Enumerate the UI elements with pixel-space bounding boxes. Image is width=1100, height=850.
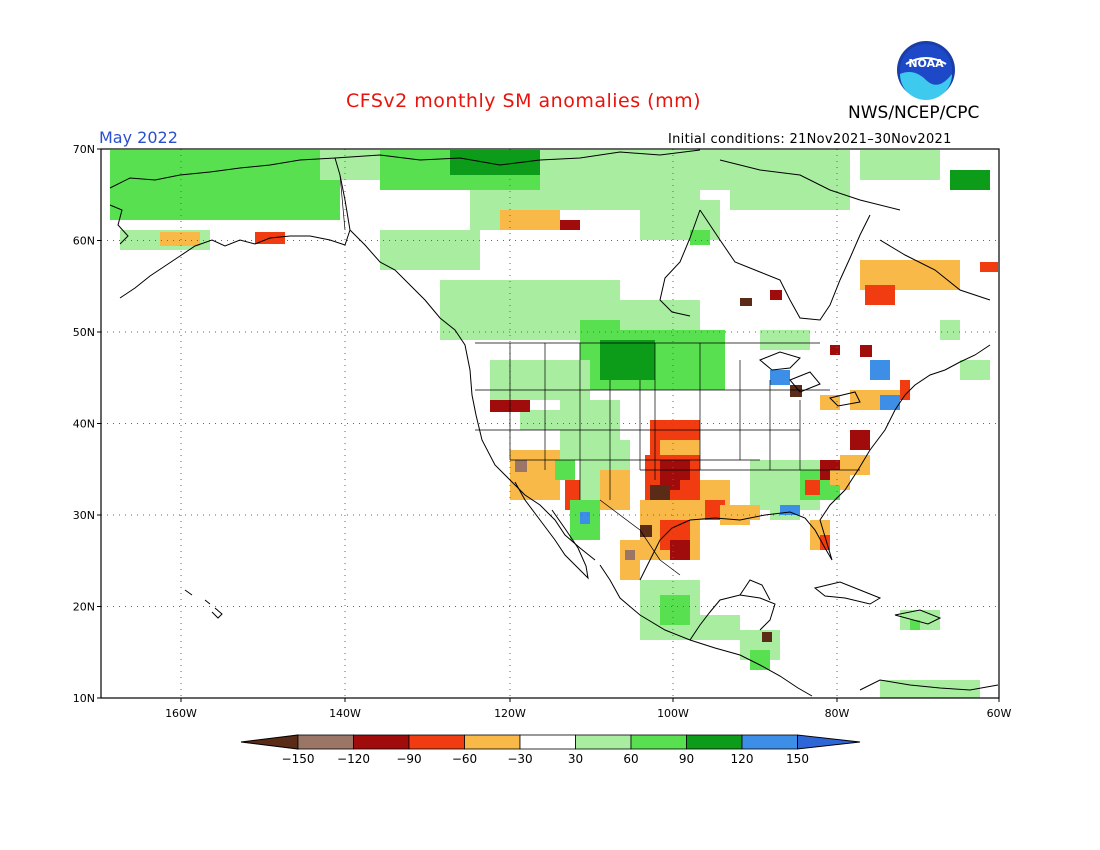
anomaly-cell (515, 460, 527, 472)
lon-label: 100W (657, 707, 689, 720)
anomaly-cell (500, 210, 560, 230)
anomaly-cell (910, 620, 920, 630)
anomaly-cell (950, 170, 990, 190)
anomaly-cell (740, 505, 760, 520)
lat-label: 30N (73, 509, 95, 522)
anomaly-cell (860, 345, 872, 357)
anomaly-cell (750, 650, 770, 670)
anomaly-cell (880, 680, 940, 698)
lon-label: 80W (825, 707, 850, 720)
anomaly-cell (960, 360, 990, 380)
colorbar-label: −30 (507, 752, 532, 766)
lat-label: 50N (73, 326, 95, 339)
anomaly-cell (520, 410, 560, 430)
anomaly-cell (160, 232, 200, 246)
colorbar-swatch (630, 734, 687, 750)
noaa-logo: NOAA (897, 41, 955, 100)
lon-label: 60W (987, 707, 1012, 720)
anomaly-cell (860, 150, 940, 180)
anomaly-cell (690, 230, 710, 245)
anomaly-cell (490, 360, 590, 400)
colorbar-swatch (519, 734, 576, 750)
colorbar-swatch (408, 734, 465, 750)
anomaly-cell (600, 470, 630, 510)
anomaly-cell (760, 330, 810, 350)
anomaly-cell (620, 300, 700, 330)
anomaly-cell (670, 540, 690, 560)
anomaly-cell (660, 595, 690, 625)
anomaly-cell (880, 395, 900, 410)
anomaly-cell (830, 485, 840, 500)
anomaly-cell (900, 380, 910, 400)
lat-label: 70N (73, 143, 95, 156)
colorbar-label: 150 (786, 752, 809, 766)
anomaly-cell (805, 480, 820, 495)
anomaly-cell (110, 150, 340, 220)
anomaly-cell (762, 632, 772, 642)
anomaly-cell (540, 320, 580, 340)
anomaly-cell (730, 150, 850, 210)
colorbar-swatch (297, 734, 354, 750)
anomaly-cells (110, 150, 998, 698)
anomaly-cell (555, 460, 575, 480)
colorbar-label: 30 (568, 752, 583, 766)
anomaly-cell (740, 298, 752, 306)
anomaly-cell (980, 262, 998, 272)
lon-label: 140W (329, 707, 361, 720)
anomaly-cell (720, 620, 740, 635)
colorbar-swatch (575, 734, 632, 750)
lon-label: 160W (165, 707, 197, 720)
anomaly-cell (510, 450, 560, 500)
anomaly-cell (870, 360, 890, 380)
colorbar-label: 120 (731, 752, 754, 766)
anomaly-cell (820, 535, 830, 550)
anomaly-cell (780, 505, 800, 515)
lat-label: 10N (73, 692, 95, 705)
anomaly-cell (770, 370, 790, 385)
colorbar-label: 90 (679, 752, 694, 766)
anomaly-cell (620, 150, 730, 190)
colorbar-label: −90 (396, 752, 421, 766)
colorbar-label: −120 (337, 752, 370, 766)
anomaly-cell (580, 512, 590, 524)
colorbar-swatch (741, 734, 798, 750)
coastlines (109, 149, 999, 697)
map-title: CFSv2 monthly SM anomalies (mm) (346, 90, 702, 112)
colorbar-high-arrow (797, 734, 861, 750)
colorbar-legend: −150 −120 −90 −60 −30 30 60 90 120 150 (240, 734, 861, 766)
anomaly-cell (830, 345, 840, 355)
colorbar-label: 60 (623, 752, 638, 766)
anomaly-cell (920, 265, 950, 277)
anomaly-cell (865, 285, 895, 305)
colorbar-swatch (353, 734, 410, 750)
initial-conditions: Initial conditions: 21Nov2021–30Nov2021 (668, 132, 952, 147)
forecast-month: May 2022 (99, 128, 178, 147)
anomaly-cell (640, 525, 652, 537)
anomaly-cell (770, 290, 782, 300)
colorbar-low-arrow (240, 734, 299, 750)
anomaly-cell (600, 340, 660, 380)
logo-text: NOAA (908, 57, 944, 70)
axis-labels: 70N 60N 50N 40N 30N 20N 10N 160W 140W 120W 100W 80W… (73, 143, 1012, 720)
colorbar-label: −60 (452, 752, 477, 766)
anomaly-cell (850, 430, 870, 450)
anomaly-cell (820, 395, 840, 410)
lat-label: 60N (73, 235, 95, 248)
state-borders (339, 174, 860, 576)
anomaly-cell (790, 385, 802, 397)
anomaly-cell (560, 220, 580, 230)
colorbar-swatch (464, 734, 521, 750)
anomaly-cell (940, 320, 960, 340)
lon-label: 120W (494, 707, 526, 720)
anomaly-cell (320, 150, 380, 180)
lat-label: 20N (73, 601, 95, 614)
colorbar-label: −150 (282, 752, 315, 766)
anomaly-cell (380, 230, 480, 270)
lat-label: 40N (73, 418, 95, 431)
anomaly-cell (625, 550, 635, 560)
agency-label: NWS/NCEP/CPC (848, 103, 980, 123)
colorbar-swatch (686, 734, 743, 750)
anomaly-cell (655, 330, 725, 390)
